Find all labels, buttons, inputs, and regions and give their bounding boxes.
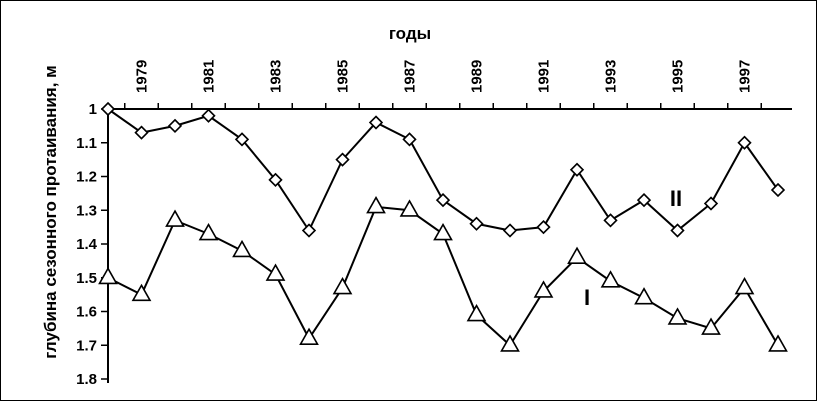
data-point	[533, 280, 554, 298]
y-tick-label: 1.8	[76, 371, 97, 388]
x-tick-label: 1981	[201, 60, 218, 93]
x-axis-title: годы	[389, 24, 431, 43]
x-tick-label: 1985	[335, 60, 352, 93]
y-tick-label: 1.1	[76, 135, 97, 152]
data-point	[198, 222, 219, 241]
data-point	[100, 101, 116, 117]
data-point	[265, 263, 286, 281]
data-point	[670, 223, 685, 238]
x-tick-label: 1993	[603, 60, 620, 93]
y-tick-label: 1.3	[76, 202, 97, 219]
data-point	[667, 307, 688, 325]
data-point	[368, 115, 384, 130]
data-point	[165, 209, 185, 227]
series-i	[98, 195, 788, 352]
data-point	[234, 132, 250, 147]
data-point	[502, 223, 518, 238]
x-tick-label: 1995	[670, 60, 687, 93]
data-point	[469, 216, 484, 231]
series-group: III	[98, 101, 788, 352]
y-tick-label: 1.2	[76, 169, 97, 186]
data-point	[299, 327, 319, 346]
data-point	[332, 276, 353, 295]
y-tick-label: 1.7	[76, 337, 97, 354]
data-point	[703, 196, 719, 211]
data-point	[268, 172, 283, 188]
y-tick-label: 1.4	[76, 236, 98, 253]
data-point	[335, 152, 350, 167]
data-point	[737, 135, 752, 150]
data-point	[567, 246, 587, 265]
y-tick-label: 1.5	[76, 270, 97, 287]
data-point	[201, 108, 216, 123]
x-tick-label: 1987	[402, 60, 419, 93]
data-point	[500, 334, 520, 352]
x-tick-label: 1979	[134, 60, 151, 93]
data-point	[131, 283, 152, 302]
data-point	[768, 334, 788, 352]
data-point	[232, 239, 252, 258]
y-axis-title: глубина сезонного протаивания, м	[41, 65, 60, 358]
data-point	[536, 219, 551, 235]
data-point	[634, 287, 654, 305]
y-tick-label: 1	[89, 101, 97, 118]
data-point	[603, 213, 618, 228]
series-label-ii: II	[670, 186, 682, 211]
data-point	[466, 303, 487, 322]
y-tick-label: 1.6	[76, 304, 97, 321]
x-tick-label: 1983	[268, 60, 285, 93]
x-tick-label: 1989	[469, 60, 486, 93]
data-point	[366, 195, 386, 214]
data-point	[433, 222, 453, 241]
axes	[101, 103, 792, 383]
x-tick-label: 1997	[737, 60, 754, 93]
data-point	[734, 276, 755, 295]
data-point	[636, 192, 652, 208]
x-tick-label: 1991	[536, 60, 553, 93]
data-point	[600, 270, 621, 288]
data-point	[770, 182, 786, 198]
data-point	[569, 162, 585, 177]
data-point	[399, 199, 420, 217]
tick-labels: 1979 1981 1983 1985 1987 1989 1991 1993 1995 1997…	[76, 60, 753, 388]
data-point	[98, 266, 118, 285]
series-ii	[100, 101, 786, 238]
series-line	[107, 108, 779, 233]
data-point	[402, 132, 417, 147]
data-point	[167, 118, 183, 134]
data-point	[301, 223, 317, 238]
series-label-i: I	[584, 285, 590, 310]
data-point	[134, 125, 149, 140]
data-point	[435, 192, 451, 208]
data-point	[701, 317, 721, 335]
